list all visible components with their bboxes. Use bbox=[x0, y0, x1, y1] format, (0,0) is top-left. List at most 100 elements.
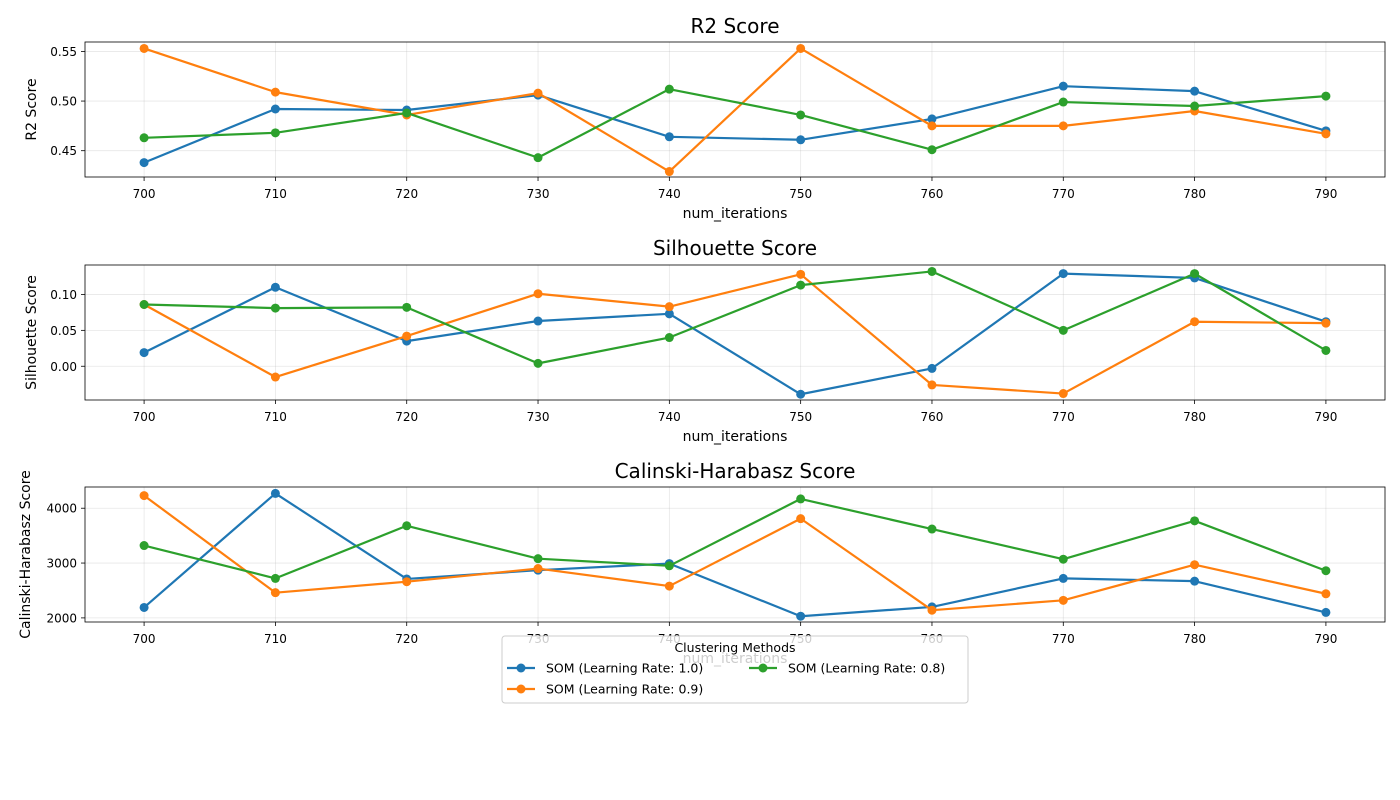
data-point bbox=[927, 121, 937, 131]
y-tick-label: 0.10 bbox=[50, 288, 77, 302]
x-tick-label: 710 bbox=[264, 410, 287, 424]
series-line-1 bbox=[143, 85, 1327, 164]
legend-entry: SOM (Learning Rate: 0.8) bbox=[788, 661, 945, 676]
series-line-1 bbox=[143, 492, 1327, 618]
series-line-1 bbox=[143, 272, 1327, 396]
data-point bbox=[139, 541, 149, 551]
data-point bbox=[664, 302, 674, 312]
y-tick-label: 0.45 bbox=[50, 144, 77, 158]
legend-swatch-marker bbox=[516, 663, 526, 673]
x-axis-label: num_iterations bbox=[683, 206, 788, 222]
data-point bbox=[402, 302, 412, 312]
data-point bbox=[1058, 573, 1068, 583]
data-point bbox=[796, 110, 806, 120]
data-point bbox=[139, 43, 149, 53]
data-point bbox=[796, 514, 806, 524]
y-axis-label: R2 Score bbox=[24, 78, 40, 140]
x-tick-label: 760 bbox=[921, 410, 944, 424]
data-point bbox=[402, 108, 412, 118]
data-point bbox=[796, 389, 806, 399]
y-tick-label: 3000 bbox=[46, 557, 77, 571]
data-point bbox=[664, 581, 674, 591]
data-point bbox=[796, 494, 806, 504]
data-point bbox=[533, 358, 543, 368]
data-point bbox=[1058, 389, 1068, 399]
data-point bbox=[533, 153, 543, 163]
data-point bbox=[1058, 97, 1068, 107]
data-point bbox=[1190, 269, 1200, 279]
x-tick-label: 730 bbox=[527, 187, 550, 201]
x-tick-label: 750 bbox=[789, 410, 812, 424]
data-point bbox=[139, 491, 149, 501]
x-tick-label: 790 bbox=[1314, 632, 1337, 646]
data-point bbox=[1321, 91, 1331, 101]
data-point bbox=[270, 303, 280, 313]
data-point bbox=[402, 577, 412, 587]
data-point bbox=[664, 167, 674, 177]
data-point bbox=[1058, 81, 1068, 91]
x-tick-label: 700 bbox=[133, 632, 156, 646]
data-point bbox=[927, 380, 937, 390]
data-point bbox=[402, 331, 412, 341]
data-point bbox=[927, 524, 937, 534]
y-tick-label: 0.00 bbox=[50, 360, 77, 374]
plot-frame bbox=[84, 486, 1386, 623]
x-tick-label: 780 bbox=[1183, 632, 1206, 646]
legend-entry: SOM (Learning Rate: 0.9) bbox=[546, 682, 703, 697]
data-point bbox=[1190, 516, 1200, 526]
chart-panel-1: 700 710 720 730 740 750 760 770 780 790 0.45 0.50 0.… bbox=[24, 14, 1386, 222]
chart-title: Silhouette Score bbox=[653, 236, 817, 260]
data-point bbox=[1058, 325, 1068, 335]
data-point bbox=[270, 104, 280, 114]
data-point bbox=[1190, 101, 1200, 111]
data-point bbox=[664, 561, 674, 571]
x-tick-label: 710 bbox=[264, 632, 287, 646]
series-line-3 bbox=[144, 270, 1327, 365]
x-tick-label: 750 bbox=[789, 187, 812, 201]
data-point bbox=[270, 573, 280, 583]
data-point bbox=[796, 43, 806, 53]
legend-swatch-marker bbox=[516, 684, 526, 694]
data-point bbox=[1321, 129, 1331, 139]
data-point bbox=[1058, 554, 1068, 564]
x-tick-label: 770 bbox=[1052, 632, 1075, 646]
x-axis-label: num_iterations bbox=[683, 429, 788, 445]
x-tick-label: 740 bbox=[658, 187, 681, 201]
data-point bbox=[1190, 576, 1200, 586]
data-point bbox=[533, 564, 543, 574]
data-point bbox=[927, 145, 937, 155]
data-point bbox=[664, 309, 674, 319]
chart-panel-3: 7007107207307407507607707807902000300040… bbox=[18, 459, 1386, 667]
data-point bbox=[270, 282, 280, 292]
x-tick-label: 700 bbox=[133, 187, 156, 201]
legend-swatch-marker bbox=[758, 663, 768, 673]
data-point bbox=[139, 348, 149, 358]
data-point bbox=[664, 333, 674, 343]
data-point bbox=[1058, 595, 1068, 605]
x-tick-label: 720 bbox=[395, 410, 418, 424]
legend: Clustering Methods SOM (Learning Rate: 1.… bbox=[501, 635, 969, 704]
data-point bbox=[796, 269, 806, 279]
legend-box bbox=[501, 635, 969, 704]
chart-title: Calinski-Harabasz Score bbox=[615, 459, 856, 483]
data-point bbox=[927, 266, 937, 276]
series-line-2 bbox=[143, 47, 1327, 173]
chart-panel-2: 700 710 720 730 740 750 760 770 780 790 0.00 0.05 0.… bbox=[24, 236, 1386, 445]
data-point bbox=[533, 554, 543, 564]
legend-entry: SOM (Learning Rate: 1.0) bbox=[546, 661, 703, 676]
data-point bbox=[796, 611, 806, 621]
chart-title: R2 Score bbox=[691, 14, 780, 38]
data-point bbox=[1321, 607, 1331, 617]
data-point bbox=[270, 128, 280, 138]
data-point bbox=[533, 88, 543, 98]
x-tick-label: 700 bbox=[133, 410, 156, 424]
x-tick-label: 760 bbox=[921, 187, 944, 201]
data-point bbox=[1321, 345, 1331, 355]
data-point bbox=[533, 316, 543, 326]
data-point bbox=[139, 158, 149, 168]
x-tick-label: 710 bbox=[264, 187, 287, 201]
data-point bbox=[664, 84, 674, 94]
x-tick-label: 740 bbox=[658, 410, 681, 424]
legend-title: Clustering Methods bbox=[674, 640, 795, 655]
